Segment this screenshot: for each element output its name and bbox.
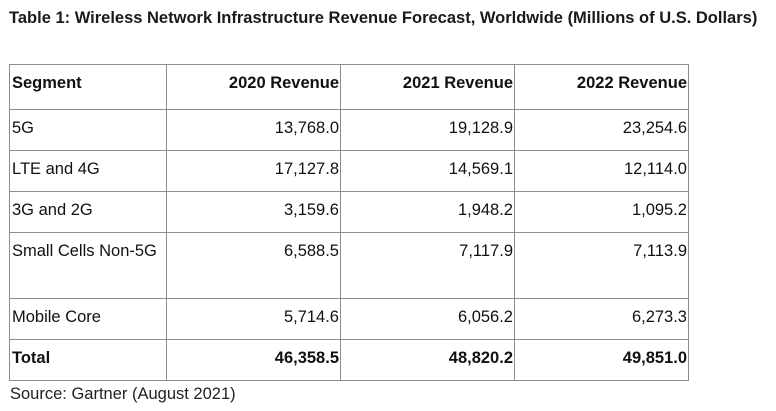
segment-cell: 3G and 2G (9, 191, 167, 233)
value-cell: 6,588.5 (166, 232, 341, 299)
table-row: LTE and 4G 17,127.8 14,569.1 12,114.0 (9, 150, 689, 192)
table-caption: Table 1: Wireless Network Infrastructure… (9, 9, 758, 27)
value-cell: 7,113.9 (514, 232, 689, 299)
value-cell: 17,127.8 (166, 150, 341, 192)
segment-cell: Mobile Core (9, 298, 167, 340)
table-row: Small Cells Non-5G 6,588.5 7,117.9 7,113… (9, 232, 689, 299)
total-label: Total (9, 339, 167, 381)
table-row: Mobile Core 5,714.6 6,056.2 6,273.3 (9, 298, 689, 340)
table-total-row: Total 46,358.5 48,820.2 49,851.0 (9, 339, 689, 381)
value-cell: 6,273.3 (514, 298, 689, 340)
header-2020-revenue: 2020 Revenue (166, 64, 341, 110)
value-cell: 12,114.0 (514, 150, 689, 192)
value-cell: 19,128.9 (340, 109, 515, 151)
total-2020: 46,358.5 (166, 339, 341, 381)
value-cell: 14,569.1 (340, 150, 515, 192)
total-2022: 49,851.0 (514, 339, 689, 381)
header-segment: Segment (9, 64, 167, 110)
value-cell: 1,948.2 (340, 191, 515, 233)
value-cell: 5,714.6 (166, 298, 341, 340)
segment-cell: 5G (9, 109, 167, 151)
segment-cell: Small Cells Non-5G (9, 232, 167, 299)
table-header-row: Segment 2020 Revenue 2021 Revenue 2022 R… (9, 64, 689, 110)
segment-cell: LTE and 4G (9, 150, 167, 192)
source-note: Source: Gartner (August 2021) (10, 385, 236, 403)
revenue-table: Segment 2020 Revenue 2021 Revenue 2022 R… (9, 64, 689, 381)
value-cell: 3,159.6 (166, 191, 341, 233)
value-cell: 7,117.9 (340, 232, 515, 299)
total-2021: 48,820.2 (340, 339, 515, 381)
value-cell: 6,056.2 (340, 298, 515, 340)
header-2021-revenue: 2021 Revenue (340, 64, 515, 110)
header-2022-revenue: 2022 Revenue (514, 64, 689, 110)
table-row: 5G 13,768.0 19,128.9 23,254.6 (9, 109, 689, 151)
value-cell: 23,254.6 (514, 109, 689, 151)
value-cell: 1,095.2 (514, 191, 689, 233)
table-row: 3G and 2G 3,159.6 1,948.2 1,095.2 (9, 191, 689, 233)
value-cell: 13,768.0 (166, 109, 341, 151)
